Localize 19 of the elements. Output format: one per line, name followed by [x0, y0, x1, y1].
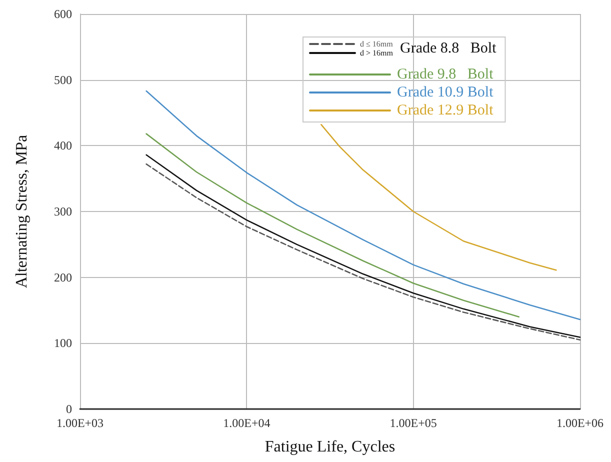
- x-axis-title: Fatigue Life, Cycles: [264, 438, 396, 456]
- x-tick-label: 1.00E+04: [223, 416, 270, 430]
- y-tick-label: 400: [54, 138, 72, 153]
- x-tick-label: 1.00E+05: [390, 416, 437, 430]
- text: Grade 10.9 Bolt: [397, 84, 494, 100]
- y-tick-label: 0: [66, 402, 72, 416]
- y-tick-label: 600: [54, 7, 72, 21]
- y-tick-label: 100: [54, 336, 72, 350]
- text: Grade 9.8 Bolt: [397, 66, 494, 82]
- y-axis-title: Alternating Stress, MPa: [14, 134, 30, 288]
- text: d > 16mm: [360, 48, 394, 58]
- text: d ≤ 16mm: [360, 40, 394, 48]
- y-tick-label: 200: [54, 270, 72, 284]
- y-tick-label: 300: [54, 204, 72, 218]
- y-tick-label: 500: [54, 72, 72, 87]
- x-tick-label: 1.00E+03: [56, 416, 104, 430]
- annotation: Grade 8.8 Bolt: [400, 40, 498, 56]
- x-tick-label: 1.00E+06: [556, 416, 604, 430]
- text: Grade 12.9 Bolt: [397, 102, 494, 118]
